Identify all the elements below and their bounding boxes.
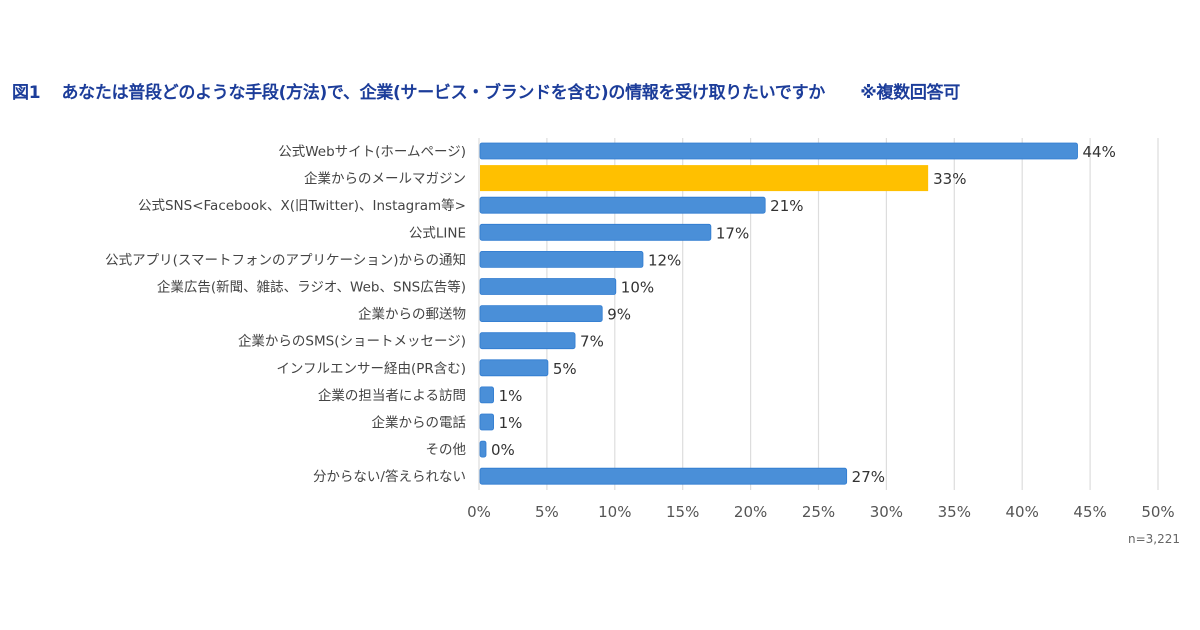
value-label: 1% — [499, 414, 523, 432]
bar — [479, 196, 766, 214]
value-label: 17% — [716, 224, 749, 242]
bar — [479, 278, 617, 295]
gridlines — [478, 138, 1159, 490]
value-label: 44% — [1083, 143, 1116, 161]
category-label: 公式SNS<Facebook、X(旧Twitter)、Instagram等> — [138, 197, 466, 214]
x-tick-label: 30% — [870, 503, 903, 521]
value-label: 27% — [852, 468, 885, 486]
bar — [479, 359, 549, 377]
value-label: 9% — [607, 306, 631, 324]
bar — [479, 467, 848, 485]
x-tick-label: 35% — [938, 503, 971, 521]
x-tick-label: 0% — [467, 503, 491, 521]
bar — [479, 440, 487, 458]
multiple-answer-note: ※複数回答可 — [860, 83, 960, 103]
category-label: 企業からのSMS(ショートメッセージ) — [238, 333, 466, 350]
x-tick-label: 45% — [1073, 503, 1106, 521]
category-label: 公式LINE — [409, 225, 466, 241]
bar — [479, 223, 712, 241]
bar — [479, 305, 603, 323]
bar-highlighted — [480, 165, 929, 192]
x-tick-label: 25% — [802, 503, 835, 521]
category-labels: 公式Webサイト(ホームページ) 企業からのメールマガジン公式SNS<Facebo… — [105, 144, 466, 485]
value-label: 7% — [580, 333, 604, 351]
category-label: その他 — [426, 442, 467, 458]
category-label: 企業からの電話 — [372, 414, 467, 431]
category-label: 分からない/答えられない — [313, 468, 466, 485]
bar — [479, 386, 494, 404]
x-tick-label: 15% — [666, 503, 699, 521]
chart-title: 図1 あなたは普段どのような手段(方法)で、企業(サービス・ブランドを含む)の情… — [12, 78, 960, 103]
category-label: インフルエンサー経由(PR含む) — [276, 361, 466, 377]
category-label: 企業からの郵送物 — [358, 306, 466, 323]
x-tick-label: 40% — [1006, 503, 1039, 521]
bar — [479, 332, 576, 350]
category-label: 企業の担当者による訪問 — [318, 387, 466, 404]
value-label: 1% — [499, 387, 523, 405]
figure-number: 図1 — [12, 83, 41, 103]
value-label: 33% — [933, 170, 966, 188]
value-label: 12% — [648, 251, 681, 269]
x-tick-label: 50% — [1141, 503, 1174, 521]
value-label: 10% — [621, 279, 654, 297]
x-tick-label: 5% — [535, 503, 559, 521]
category-label: 企業広告(新聞、雑誌、ラジオ、Web、SNS広告等) — [157, 279, 466, 296]
category-label: 公式アプリ(スマートフォンのアプリケーション)からの通知 — [105, 251, 466, 268]
value-labels: 44% 33% 21% 17% 12% 10% 9%7%5% 1% 1% 0% 27% — [491, 143, 1116, 486]
value-label: 0% — [491, 441, 515, 459]
question-text: あなたは普段どのような手段(方法)で、企業(サービス・ブランドを含む)の情報を受… — [61, 83, 825, 103]
bar-chart: 公式Webサイト(ホームページ) 企業からのメールマガジン公式SNS<Facebo… — [105, 138, 1175, 521]
value-label: 5% — [553, 360, 577, 378]
bar — [479, 413, 494, 431]
x-tick-label: 10% — [598, 503, 631, 521]
category-label: 企業からのメールマガジン — [304, 170, 466, 187]
bar — [479, 142, 1078, 160]
bar — [479, 250, 644, 268]
sample-size: n=3,221 — [1127, 532, 1180, 546]
bars — [479, 142, 1078, 485]
value-label: 21% — [770, 197, 803, 215]
x-tick-label: 20% — [734, 503, 767, 521]
x-axis-tick-labels: 0% 5% 10% 15% 20% 25% 30% 35% 40% 45% 50% — [467, 503, 1175, 521]
category-label: 公式Webサイト(ホームページ) — [278, 144, 466, 160]
